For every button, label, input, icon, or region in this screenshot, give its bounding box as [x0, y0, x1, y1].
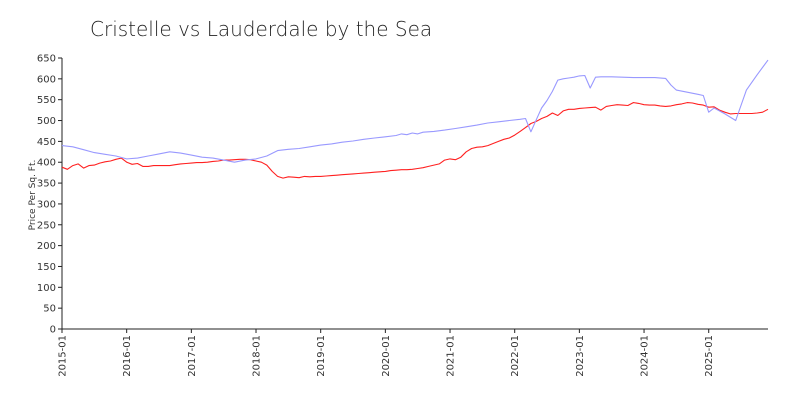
- y-tick-label: 450: [37, 137, 56, 148]
- x-tick-label: 2023-01: [575, 335, 586, 377]
- y-tick-label: 200: [37, 241, 56, 252]
- y-tick-label: 50: [43, 304, 56, 315]
- x-tick-label: 2018-01: [252, 335, 263, 377]
- y-tick-label: 400: [37, 158, 56, 169]
- y-tick-label: 600: [37, 74, 56, 85]
- y-tick-label: 500: [37, 116, 56, 127]
- y-tick-label: 250: [37, 220, 56, 231]
- y-tick-label: 0: [50, 325, 56, 336]
- y-tick-label: 300: [37, 199, 56, 210]
- x-tick-label: 2015-01: [58, 335, 69, 377]
- y-axis-label: Price Per Sq. Ft.: [28, 160, 38, 231]
- y-tick-label: 550: [37, 95, 56, 106]
- axes: 0 50 100 150 200 250 300 350 400 450 500 550 600 650 2…: [37, 54, 768, 377]
- y-tick-label: 100: [37, 283, 56, 294]
- x-tick-label: 2021-01: [446, 335, 457, 377]
- chart-title: Cristelle vs Lauderdale by the Sea: [90, 17, 432, 41]
- series-layer: [61, 59, 769, 179]
- x-tick-label: 2022-01: [510, 335, 521, 377]
- y-tick-label: 150: [37, 262, 56, 273]
- x-tick-label: 2019-01: [316, 335, 327, 377]
- series-line-2: [61, 59, 769, 163]
- series-line-1: [61, 102, 769, 179]
- x-tick-label: 2017-01: [187, 335, 198, 377]
- y-tick-label: 650: [37, 54, 56, 65]
- y-tick-label: 350: [37, 179, 56, 190]
- x-tick-label: 2024-01: [640, 335, 651, 377]
- x-tick-label: 2025-01: [704, 335, 715, 377]
- x-tick-label: 2016-01: [122, 335, 133, 377]
- x-tick-label: 2020-01: [381, 335, 392, 377]
